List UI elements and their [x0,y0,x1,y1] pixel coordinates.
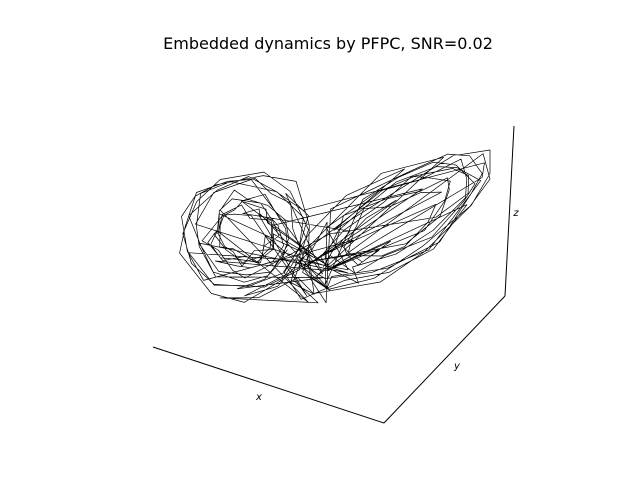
y-axis-line [383,295,506,424]
axes-3d [152,125,515,424]
z-axis-line [504,125,515,297]
x-axis-line [152,346,385,424]
trajectory-line [179,149,491,304]
y-axis-label: y [453,361,461,372]
trajectory-group [179,149,491,304]
x-axis-label: x [255,392,262,403]
z-axis-label: z [512,208,519,219]
chart-title: Embedded dynamics by PFPC, SNR=0.02 [163,34,493,53]
